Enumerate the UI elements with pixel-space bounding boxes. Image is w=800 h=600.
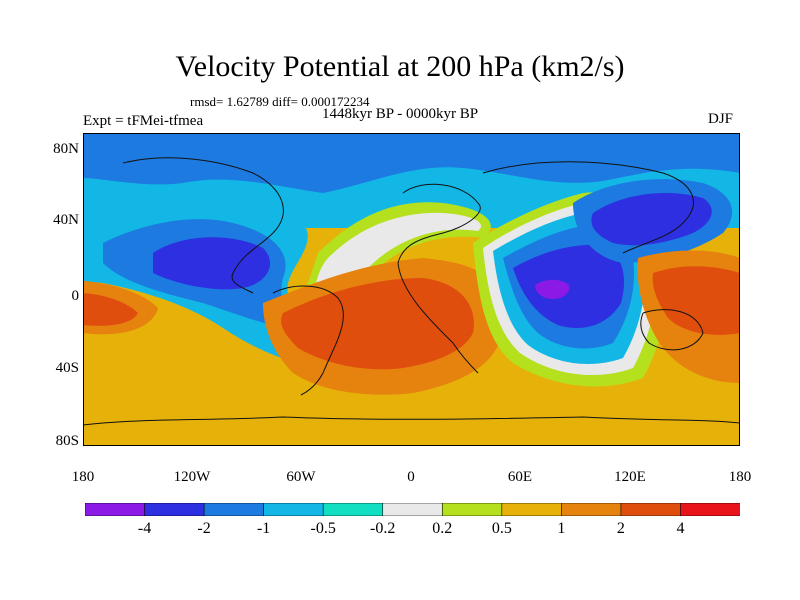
- lat-tick-80s: 80S: [55, 433, 79, 449]
- colorbar-label-3: -0.5: [310, 520, 336, 537]
- colorbar-swatch-8: [561, 503, 622, 516]
- colorbar-swatch-5: [382, 503, 444, 516]
- lat-tick-80n: 80N: [53, 141, 79, 157]
- colorbar-swatch-4: [322, 503, 384, 516]
- colorbar-label-5: 0.2: [432, 520, 453, 537]
- lon-tick-120w: 120W: [173, 469, 211, 485]
- contour-band-northern-blue: [83, 133, 740, 193]
- lat-tick-40n: 40N: [53, 212, 79, 228]
- coastline-north-america: [122, 157, 284, 294]
- colorbar-swatch-7: [501, 503, 563, 516]
- colorbar-label-1: -2: [197, 520, 211, 537]
- stats-line: rmsd= 1.62789 diff= 0.000172234: [190, 94, 370, 109]
- coastline-antarctica: [83, 416, 740, 426]
- colorbar-swatch-0: [85, 503, 146, 516]
- colorbar-swatch-1: [144, 503, 205, 516]
- contour-center-nw-pacific: [591, 193, 712, 246]
- colorbar-swatch-10: [680, 503, 740, 516]
- contour-center-south-atlantic: [281, 278, 474, 370]
- chart-title: Velocity Potential at 200 hPa (km2/s): [175, 50, 625, 83]
- contour-center-east-pacific: [153, 237, 271, 290]
- colorbar-swatch-3: [263, 503, 324, 516]
- coastline-australia: [640, 309, 704, 351]
- lat-tick-40s: 40S: [55, 360, 79, 376]
- lon-tick-0: 0: [407, 469, 415, 485]
- colorbar-swatch-9: [620, 503, 682, 516]
- colorbar-label-9: 4: [676, 520, 685, 537]
- colorbar-label-7: 1: [557, 520, 566, 537]
- colorbar-label-0: -4: [137, 520, 152, 537]
- velocity-potential-map: [83, 133, 740, 446]
- colorbar-label-2: -1: [256, 520, 271, 537]
- coastline-south-america: [272, 285, 344, 396]
- contour-center-central-pacific: [83, 293, 138, 326]
- lon-tick-120e: 120E: [614, 469, 646, 485]
- contour-fill: [83, 133, 740, 446]
- lon-tick-60e: 60E: [507, 469, 533, 485]
- contour-band-ribbon-white: [314, 212, 482, 362]
- colorbar-swatch-2: [203, 503, 265, 516]
- contour-center-maritime: [652, 266, 740, 335]
- colorbar: [85, 503, 740, 516]
- lon-tick-180w: 180: [71, 469, 95, 485]
- colorbar-label-6: 0.5: [491, 520, 512, 537]
- lon-tick-180e: 180: [728, 469, 752, 485]
- lat-tick-eq: 0: [71, 288, 80, 304]
- coastline-europe-africa: [397, 183, 481, 374]
- period-label: 1448kyr BP - 0000kyr BP: [322, 106, 479, 122]
- colorbar-label-8: 2: [616, 520, 625, 537]
- map-frame: [83, 133, 740, 446]
- coastlines: [83, 157, 740, 426]
- season-label: DJF: [708, 111, 734, 127]
- colorbar-label-4: -0.2: [370, 520, 396, 537]
- experiment-label: Expt = tFMei-tfmea: [83, 113, 204, 129]
- colorbar-swatch-6: [441, 503, 503, 516]
- lon-tick-60w: 60W: [286, 469, 316, 485]
- coastline-asia: [482, 161, 694, 254]
- contour-center-indian-ocean-min: [535, 279, 570, 299]
